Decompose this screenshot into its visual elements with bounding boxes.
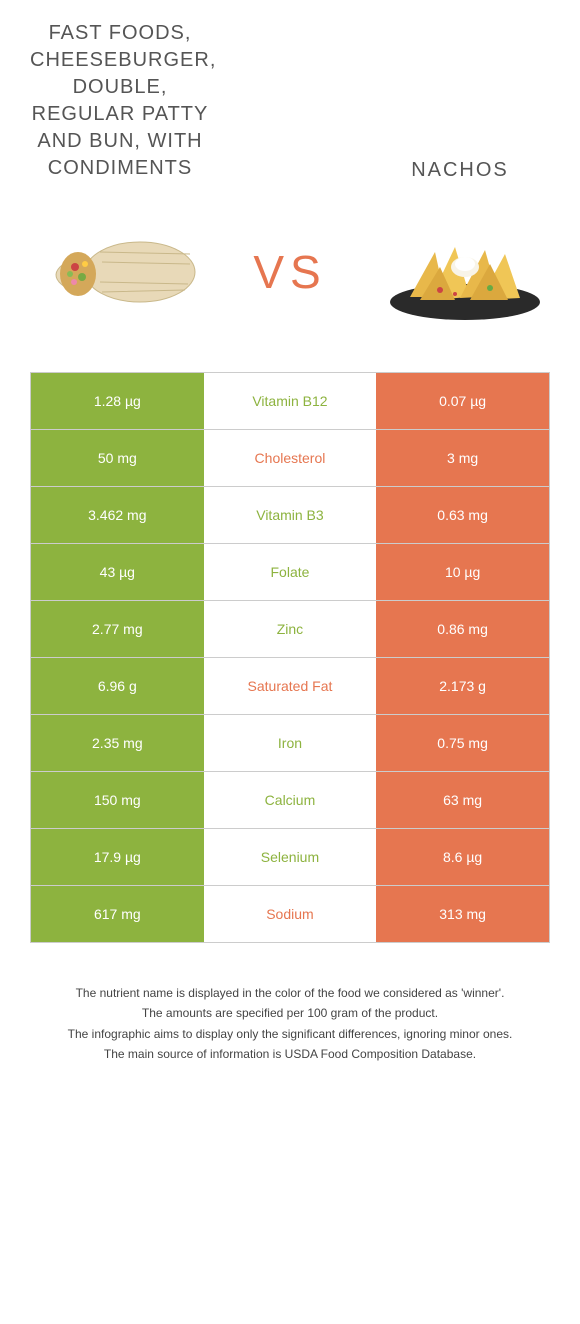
burrito-icon xyxy=(30,212,200,332)
footer-line-4: The main source of information is USDA F… xyxy=(40,1044,540,1064)
right-value-cell: 0.75 mg xyxy=(376,715,549,771)
footer-notes: The nutrient name is displayed in the co… xyxy=(30,983,550,1065)
nutrient-name-cell: Sodium xyxy=(204,886,377,942)
right-value-cell: 10 µg xyxy=(376,544,549,600)
left-value-cell: 6.96 g xyxy=(31,658,204,714)
footer-line-2: The amounts are specified per 100 gram o… xyxy=(40,1003,540,1023)
right-value-cell: 8.6 µg xyxy=(376,829,549,885)
table-row: 6.96 gSaturated Fat2.173 g xyxy=(31,658,549,715)
right-value-cell: 313 mg xyxy=(376,886,549,942)
nutrient-name-cell: Zinc xyxy=(204,601,377,657)
table-row: 2.77 mgZinc0.86 mg xyxy=(31,601,549,658)
nutrient-name-cell: Selenium xyxy=(204,829,377,885)
table-row: 43 µgFolate10 µg xyxy=(31,544,549,601)
table-row: 1.28 µgVitamin B120.07 µg xyxy=(31,373,549,430)
nutrient-name-cell: Vitamin B12 xyxy=(204,373,377,429)
table-row: 617 mgSodium313 mg xyxy=(31,886,549,942)
left-value-cell: 2.35 mg xyxy=(31,715,204,771)
left-value-cell: 617 mg xyxy=(31,886,204,942)
table-row: 50 mgCholesterol3 mg xyxy=(31,430,549,487)
nutrient-name-cell: Folate xyxy=(204,544,377,600)
nutrient-name-cell: Saturated Fat xyxy=(204,658,377,714)
right-value-cell: 0.63 mg xyxy=(376,487,549,543)
infographic-container: Fast foods, Cheeseburger, double, regula… xyxy=(0,0,580,1075)
food-right-title: Nachos xyxy=(370,159,550,182)
left-value-cell: 150 mg xyxy=(31,772,204,828)
table-row: 150 mgCalcium63 mg xyxy=(31,772,549,829)
left-value-cell: 50 mg xyxy=(31,430,204,486)
table-row: 2.35 mgIron0.75 mg xyxy=(31,715,549,772)
nutrient-name-cell: Cholesterol xyxy=(204,430,377,486)
titles-row: Fast foods, Cheeseburger, double, regula… xyxy=(30,20,550,182)
right-value-cell: 3 mg xyxy=(376,430,549,486)
nachos-icon xyxy=(380,212,550,332)
table-row: 17.9 µgSelenium8.6 µg xyxy=(31,829,549,886)
table-row: 3.462 mgVitamin B30.63 mg xyxy=(31,487,549,544)
left-value-cell: 17.9 µg xyxy=(31,829,204,885)
food-left-image xyxy=(30,212,200,332)
right-value-cell: 0.07 µg xyxy=(376,373,549,429)
vs-label: VS xyxy=(253,245,326,299)
food-right-image xyxy=(380,212,550,332)
nutrient-name-cell: Vitamin B3 xyxy=(204,487,377,543)
nutrient-name-cell: Iron xyxy=(204,715,377,771)
left-value-cell: 3.462 mg xyxy=(31,487,204,543)
right-value-cell: 2.173 g xyxy=(376,658,549,714)
left-value-cell: 2.77 mg xyxy=(31,601,204,657)
right-value-cell: 0.86 mg xyxy=(376,601,549,657)
food-left-title: Fast foods, Cheeseburger, double, regula… xyxy=(30,20,210,182)
right-value-cell: 63 mg xyxy=(376,772,549,828)
footer-line-3: The infographic aims to display only the… xyxy=(40,1024,540,1044)
comparison-table: 1.28 µgVitamin B120.07 µg50 mgCholestero… xyxy=(30,372,550,943)
vs-row: VS xyxy=(30,212,550,332)
left-value-cell: 1.28 µg xyxy=(31,373,204,429)
footer-line-1: The nutrient name is displayed in the co… xyxy=(40,983,540,1003)
nutrient-name-cell: Calcium xyxy=(204,772,377,828)
left-value-cell: 43 µg xyxy=(31,544,204,600)
